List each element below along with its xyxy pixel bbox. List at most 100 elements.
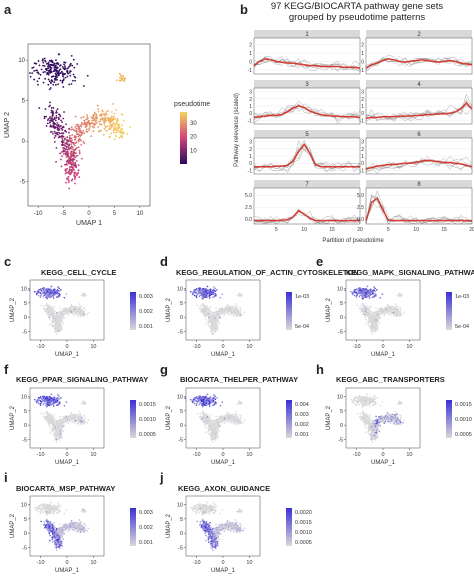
scatter-point — [70, 128, 73, 131]
scatter-point — [53, 306, 55, 308]
scatter-point — [63, 144, 65, 147]
scatter-point — [45, 115, 47, 118]
scatter-point — [216, 324, 219, 327]
scatter-point — [48, 59, 51, 62]
scatter-point — [365, 313, 368, 315]
gene-set-line — [365, 157, 473, 174]
scatter-point — [47, 307, 49, 310]
scatter-point — [205, 313, 208, 315]
scatter-point — [113, 125, 116, 128]
scatter-point — [72, 128, 74, 131]
scatter-point — [403, 311, 406, 314]
scatter-point — [75, 416, 77, 418]
scatter-point — [72, 157, 75, 160]
umap-title-c: KEGG_CELL_CYCLE — [41, 268, 117, 277]
scatter-point — [57, 426, 59, 428]
panel-letter-i: i — [4, 470, 8, 485]
scatter-point — [217, 320, 219, 322]
mean-pattern-line — [254, 209, 360, 222]
scatter-point — [398, 293, 400, 296]
scatter-point — [235, 315, 238, 318]
scatter-point — [239, 312, 242, 314]
scatter-point — [85, 118, 87, 121]
scatter-point — [359, 307, 361, 310]
scatter-point — [361, 296, 363, 299]
scatter-point — [71, 169, 74, 172]
scatter-point — [50, 75, 53, 78]
gene-set-line — [365, 100, 473, 123]
scatter-point — [62, 311, 64, 313]
scatter-point — [49, 426, 51, 429]
scatter-point — [37, 402, 40, 405]
scatter-point — [50, 79, 53, 81]
scatter-point — [77, 164, 80, 167]
scatter-point — [68, 170, 71, 172]
scatter-point — [220, 309, 223, 312]
scatter-point — [206, 285, 209, 288]
scatter-point — [56, 291, 59, 294]
scatter-point — [49, 421, 52, 423]
scatter-point — [83, 307, 86, 309]
scatter-point — [211, 311, 214, 314]
scatter-point — [184, 289, 186, 292]
scatter-point — [73, 416, 76, 419]
scatter-point — [64, 130, 67, 133]
scatter-point — [53, 423, 56, 425]
scatter-point — [235, 312, 238, 314]
facet-y-tick-label: 2 — [249, 97, 252, 103]
y-tick-label: 5 — [22, 99, 26, 105]
scatter-point — [202, 288, 205, 290]
scatter-point — [59, 135, 62, 138]
scatter-point — [45, 412, 48, 414]
scatter-point — [50, 310, 52, 313]
scatter-point — [213, 323, 216, 326]
scatter-point — [81, 133, 83, 136]
scatter-point — [63, 67, 65, 70]
scatter-point — [189, 290, 192, 293]
scatter-point — [52, 402, 55, 405]
scatter-point — [82, 293, 84, 296]
scatter-point — [78, 176, 81, 179]
scatter-point — [56, 126, 59, 129]
scatter-point — [59, 319, 62, 321]
scatter-point — [73, 144, 76, 147]
scatter-point — [368, 292, 371, 295]
y-axis-label: UMAP_2 — [326, 297, 332, 322]
scatter-point — [70, 145, 73, 148]
scatter-point — [43, 117, 46, 120]
scatter-point — [48, 80, 51, 83]
scatter-point — [214, 321, 216, 323]
scatter-point — [51, 294, 53, 297]
scatter-point — [57, 124, 59, 127]
scatter-point — [234, 306, 236, 308]
facet-strip-label: 4 — [417, 82, 421, 88]
scatter-point — [78, 127, 81, 130]
scatter-point — [62, 75, 64, 78]
scatter-point — [58, 436, 61, 439]
scatter-point — [72, 148, 74, 151]
scatter-point — [211, 330, 214, 333]
scatter-point — [216, 327, 219, 330]
scatter-point — [53, 117, 56, 119]
scatter-point — [44, 68, 47, 70]
scatter-point — [77, 127, 80, 130]
scatter-point — [43, 115, 46, 118]
facet-y-tick-label: 3 — [249, 140, 252, 146]
legend-tick-label: 1e-03 — [455, 294, 469, 300]
scatter-point — [101, 118, 103, 121]
scatter-point — [49, 65, 52, 68]
scatter-point — [240, 293, 242, 295]
scatter-point — [366, 308, 369, 310]
scatter-point — [198, 403, 201, 406]
facet-y-tick-label: 2.5 — [245, 205, 252, 211]
mean-pattern-line — [253, 105, 361, 119]
scatter-point — [106, 119, 108, 122]
scatter-point — [60, 124, 62, 127]
scatter-point — [129, 126, 131, 129]
scatter-point — [43, 307, 45, 310]
scatter-point — [97, 126, 99, 128]
scatter-point — [58, 293, 61, 296]
scatter-point — [89, 122, 92, 125]
scatter-point — [53, 425, 55, 428]
scatter-point — [193, 291, 196, 294]
